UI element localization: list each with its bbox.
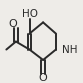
Text: O: O <box>8 19 17 29</box>
Text: NH: NH <box>62 45 77 55</box>
Text: O: O <box>39 73 47 83</box>
Text: HO: HO <box>21 9 38 19</box>
